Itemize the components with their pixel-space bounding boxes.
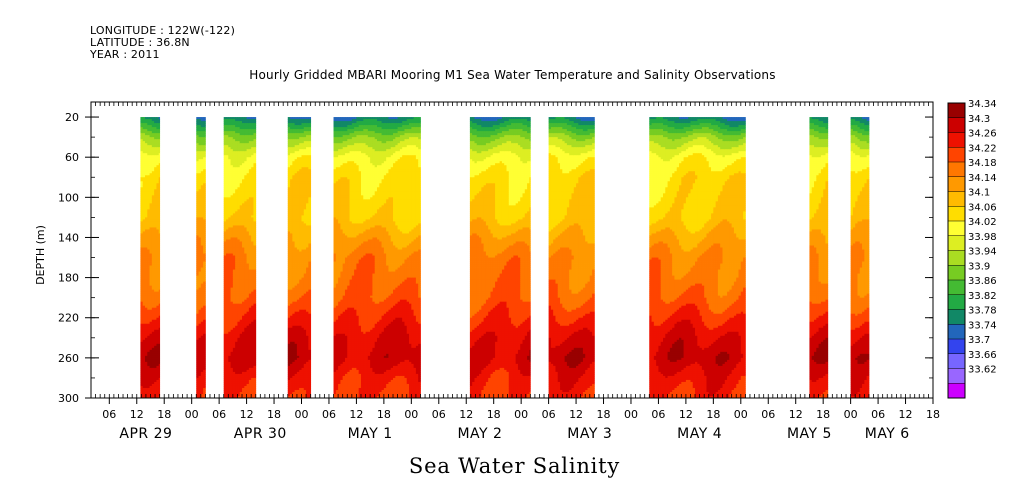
data-segment <box>288 117 311 398</box>
salinity-chart: 06 12 18 00 06 12 18 00 06 12 18 00 06 12 18 00 06 12 18 00… <box>0 0 1009 504</box>
plot-area <box>140 117 869 398</box>
data-segment <box>140 117 160 398</box>
data-segment <box>196 117 206 398</box>
data-segment <box>224 117 256 398</box>
